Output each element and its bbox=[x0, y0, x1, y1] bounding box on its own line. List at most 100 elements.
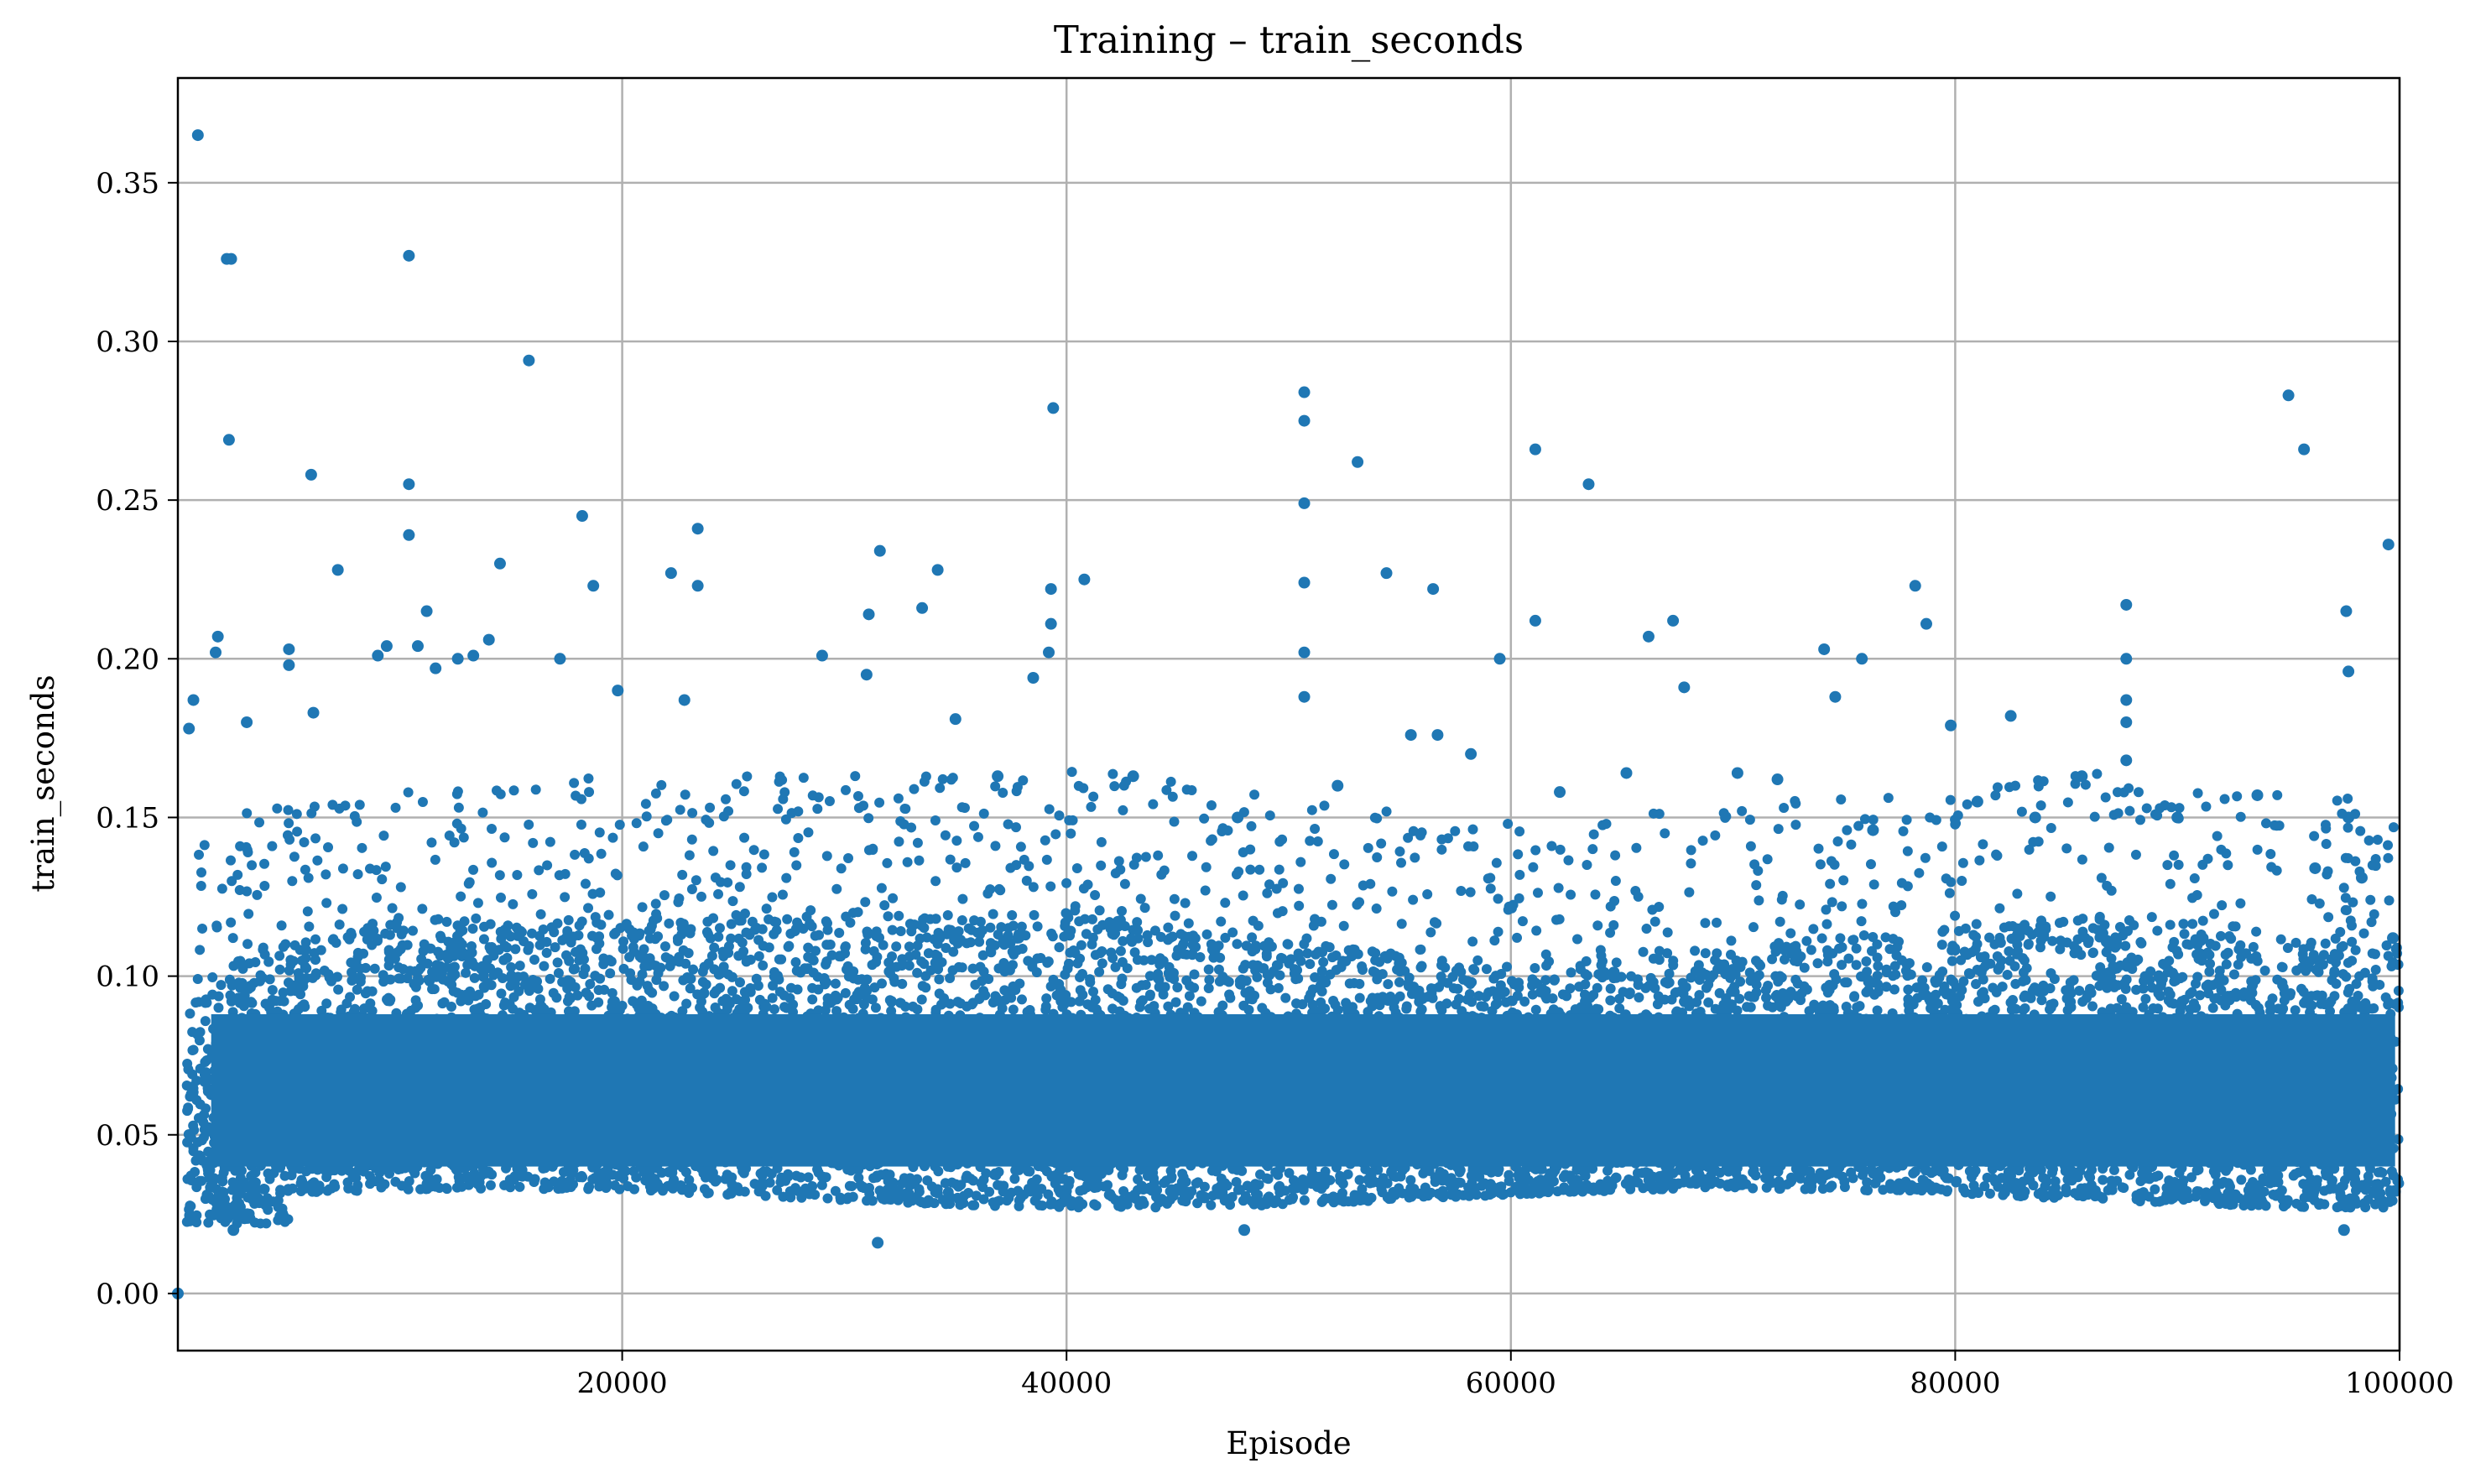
data-point bbox=[860, 669, 873, 681]
data-point bbox=[1465, 747, 1477, 760]
data-point bbox=[1529, 614, 1541, 627]
data-point bbox=[1045, 617, 1057, 630]
data-point bbox=[372, 649, 384, 662]
data-point bbox=[1331, 779, 1344, 792]
data-point bbox=[1620, 767, 1633, 779]
data-point bbox=[430, 662, 442, 674]
data-point bbox=[1352, 456, 1364, 468]
data-point bbox=[305, 468, 317, 481]
data-point bbox=[873, 544, 886, 557]
data-point bbox=[1298, 646, 1311, 659]
data-point bbox=[403, 249, 415, 262]
data-point bbox=[1078, 573, 1091, 586]
data-point bbox=[183, 722, 195, 735]
data-point bbox=[1238, 1224, 1251, 1237]
data-point bbox=[1678, 681, 1691, 694]
data-points bbox=[172, 129, 2400, 1299]
data-point bbox=[678, 694, 690, 706]
data-point bbox=[2120, 754, 2133, 767]
data-point bbox=[331, 564, 344, 576]
data-point bbox=[1529, 443, 1541, 456]
data-point bbox=[1829, 690, 1842, 703]
data-point bbox=[1298, 414, 1311, 427]
chart-title: Training – train_seconds bbox=[1054, 18, 1524, 62]
data-point bbox=[1971, 795, 1983, 808]
plot-frame bbox=[176, 76, 2401, 1352]
data-point bbox=[1818, 643, 1831, 655]
data-point bbox=[420, 605, 433, 617]
y-tick-label: 0.00 bbox=[96, 1278, 159, 1311]
data-point bbox=[1045, 583, 1057, 596]
data-point bbox=[612, 685, 624, 697]
data-point bbox=[1298, 386, 1311, 398]
data-point bbox=[1427, 583, 1440, 596]
x-tick-label: 20000 bbox=[577, 1367, 668, 1400]
data-point bbox=[691, 580, 704, 592]
data-point bbox=[1404, 729, 1417, 742]
data-point bbox=[411, 640, 424, 653]
data-point bbox=[1667, 614, 1680, 627]
data-point bbox=[451, 653, 464, 665]
data-point bbox=[1771, 773, 1784, 786]
data-point bbox=[1731, 767, 1743, 779]
data-point bbox=[1909, 580, 1921, 592]
data-point bbox=[587, 580, 600, 592]
data-point bbox=[2251, 789, 2264, 801]
data-point bbox=[307, 706, 320, 719]
data-point bbox=[2120, 694, 2133, 706]
x-tick-label: 60000 bbox=[1466, 1367, 1556, 1400]
data-point bbox=[2120, 716, 2133, 728]
data-point bbox=[211, 630, 224, 643]
data-point bbox=[862, 608, 875, 621]
data-point bbox=[2120, 653, 2133, 665]
data-point bbox=[283, 659, 295, 671]
x-tick-label: 100000 bbox=[2345, 1367, 2454, 1400]
data-point bbox=[916, 601, 929, 614]
data-point bbox=[1920, 617, 1932, 630]
data-point bbox=[1431, 729, 1444, 742]
data-point bbox=[1867, 824, 1879, 836]
data-point bbox=[467, 649, 480, 662]
data-point bbox=[816, 649, 828, 662]
data-point bbox=[241, 716, 253, 728]
data-point bbox=[2029, 811, 2041, 824]
data-point bbox=[2387, 932, 2400, 945]
y-tick-label: 0.15 bbox=[96, 801, 159, 835]
data-point bbox=[380, 640, 393, 653]
data-point bbox=[1298, 576, 1311, 589]
y-tick-label: 0.35 bbox=[96, 167, 159, 200]
data-point bbox=[1642, 630, 1655, 643]
data-point bbox=[1047, 402, 1060, 414]
y-tick-label: 0.30 bbox=[96, 325, 159, 359]
data-point bbox=[523, 354, 535, 367]
y-tick-label: 0.25 bbox=[96, 484, 159, 518]
data-point bbox=[1380, 567, 1393, 580]
x-axis-label: Episode bbox=[1226, 1425, 1351, 1461]
data-point bbox=[872, 1237, 884, 1249]
data-point bbox=[2342, 665, 2355, 678]
data-point bbox=[283, 643, 295, 655]
x-tick-label: 80000 bbox=[1910, 1367, 2000, 1400]
data-point bbox=[576, 510, 588, 523]
data-point bbox=[1043, 646, 1055, 659]
y-axis-ticks: 0.00 0.05 0.10 0.15 0.20 0.25 0.30 0.35 bbox=[96, 167, 178, 1311]
data-point bbox=[664, 567, 677, 580]
data-point bbox=[2298, 443, 2311, 456]
y-tick-label: 0.10 bbox=[96, 961, 159, 994]
data-point bbox=[403, 478, 415, 491]
data-point bbox=[931, 564, 944, 576]
data-point bbox=[691, 523, 704, 535]
x-tick-label: 40000 bbox=[1021, 1367, 1112, 1400]
data-point bbox=[187, 694, 200, 706]
data-point bbox=[2309, 862, 2322, 874]
x-axis-ticks: 20000 40000 60000 80000 100000 bbox=[577, 1351, 2454, 1400]
data-point bbox=[2120, 598, 2133, 611]
y-tick-label: 0.20 bbox=[96, 643, 159, 676]
dense-point-band bbox=[181, 908, 2405, 1229]
y-tick-label: 0.05 bbox=[96, 1119, 159, 1153]
data-point bbox=[1945, 719, 1957, 732]
dense-core-block bbox=[211, 1013, 2395, 1167]
data-point bbox=[2282, 389, 2295, 402]
data-point bbox=[2340, 605, 2353, 617]
